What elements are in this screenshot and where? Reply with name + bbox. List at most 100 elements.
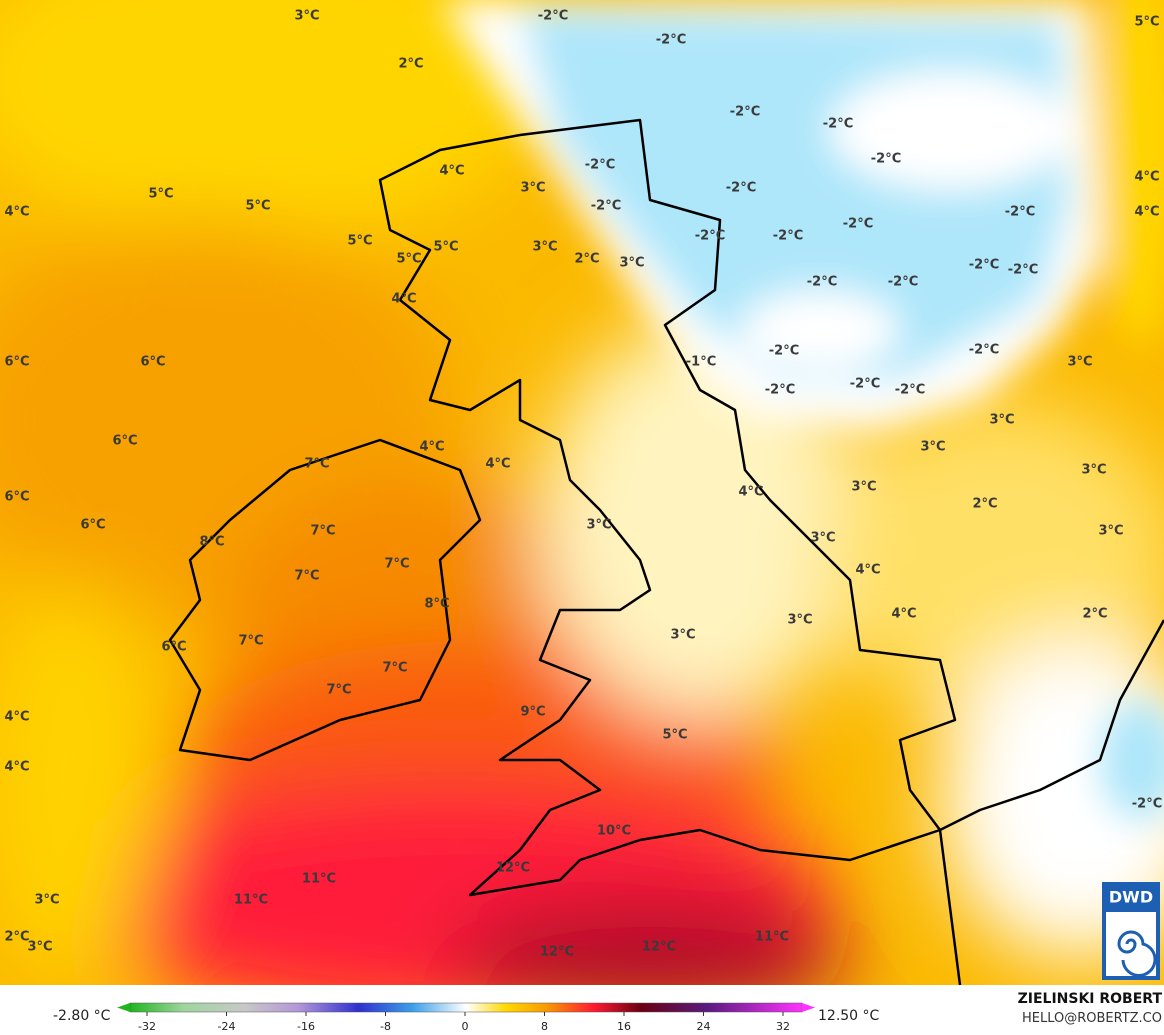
temperature-label: 6°C: [140, 355, 165, 370]
temperature-label: 5°C: [245, 199, 270, 214]
temperature-label: 3°C: [27, 940, 52, 955]
temperature-label: 3°C: [619, 256, 644, 271]
temperature-label: -2°C: [591, 199, 621, 214]
temperature-label: 9°C: [520, 705, 545, 720]
colorbar-tick-label: 16: [617, 1020, 631, 1033]
temperature-label: 4°C: [419, 440, 444, 455]
temperature-label: 11°C: [234, 893, 268, 908]
temperature-label: -2°C: [888, 275, 918, 290]
temperature-label: 6°C: [161, 640, 186, 655]
temperature-label: 7°C: [326, 683, 351, 698]
colorbar-tick-label: -8: [380, 1020, 391, 1033]
temperature-label: 5°C: [662, 728, 687, 743]
great-britain: [378, 118, 957, 897]
temperature-label: -2°C: [807, 275, 837, 290]
temperature-label: -2°C: [1132, 797, 1162, 812]
temperature-label: 8°C: [199, 535, 224, 550]
temperature-label: -2°C: [895, 383, 925, 398]
temperature-labels: 3°C2°C-2°C-2°C5°C-2°C-2°C-2°C-2°C4°C3°C -…: [4, 9, 1162, 960]
temperature-label: -2°C: [843, 217, 873, 232]
colorbar-tick-label: 24: [697, 1020, 711, 1033]
temperature-label: 2°C: [398, 57, 423, 72]
temperature-label: -2°C: [773, 229, 803, 244]
colorbar-tick-label: 32: [776, 1020, 790, 1033]
temperature-label: 3°C: [787, 613, 812, 628]
contact: HELLO@ROBERTZ.CO: [1022, 1011, 1162, 1026]
temperature-label: 4°C: [1134, 205, 1159, 220]
colorbar-tick-label: -32: [138, 1020, 156, 1033]
temperature-label: -2°C: [823, 117, 853, 132]
temperature-label: 7°C: [294, 569, 319, 584]
temperature-label: 4°C: [4, 760, 29, 775]
coastlines: [168, 118, 1164, 986]
temperature-label: -1°C: [686, 355, 716, 370]
temperature-label: 5°C: [347, 234, 372, 249]
temperature-label: 5°C: [396, 252, 421, 267]
temperature-label: 6°C: [4, 355, 29, 370]
temperature-label: 4°C: [891, 607, 916, 622]
temperature-label: -2°C: [969, 258, 999, 273]
temperature-label: 3°C: [1081, 463, 1106, 478]
temperature-label: 4°C: [1134, 170, 1159, 185]
temperature-label: -2°C: [871, 152, 901, 167]
temperature-label: 11°C: [755, 930, 789, 945]
temperature-label: 3°C: [34, 893, 59, 908]
author: ZIELINSKI ROBERT: [1018, 991, 1163, 1007]
temperature-label: 6°C: [80, 518, 105, 533]
temperature-label: 12°C: [642, 940, 676, 955]
temperature-label: 2°C: [4, 930, 29, 945]
logo-text: DWD: [1109, 888, 1153, 907]
ireland: [168, 438, 482, 762]
temperature-label: 10°C: [597, 824, 631, 839]
temperature-label: 3°C: [810, 531, 835, 546]
temperature-label: -2°C: [695, 229, 725, 244]
temperature-label: -2°C: [1005, 205, 1035, 220]
temperature-label: 8°C: [424, 597, 449, 612]
temperature-label: 3°C: [294, 9, 319, 24]
temperature-label: 11°C: [302, 872, 336, 887]
continent: [938, 619, 1164, 986]
colorbar-max: 12.50 °C: [818, 1008, 880, 1024]
temperature-label: -2°C: [969, 343, 999, 358]
colorbar-min: -2.80 °C: [53, 1008, 111, 1024]
temperature-label: 3°C: [989, 413, 1014, 428]
temperature-label: -2°C: [1008, 263, 1038, 278]
temperature-label: 2°C: [1082, 607, 1107, 622]
temperature-label: 3°C: [520, 181, 545, 196]
temperature-label: 4°C: [4, 710, 29, 725]
temperature-label: 3°C: [1098, 524, 1123, 539]
temperature-label: -2°C: [585, 158, 615, 173]
temperature-label: -2°C: [538, 9, 568, 24]
temperature-label: 5°C: [433, 240, 458, 255]
temperature-label: 7°C: [382, 661, 407, 676]
temperature-label: 3°C: [532, 240, 557, 255]
temperature-label: -2°C: [769, 344, 799, 359]
colorbar-tick-label: 8: [541, 1020, 548, 1033]
temperature-label: 5°C: [148, 187, 173, 202]
temperature-label: 4°C: [4, 205, 29, 220]
temperature-label: 12°C: [540, 945, 574, 960]
temperature-label: -2°C: [726, 181, 756, 196]
temperature-label: 3°C: [1067, 355, 1092, 370]
temperature-label: 2°C: [574, 252, 599, 267]
temperature-label: 3°C: [586, 518, 611, 533]
temperature-label: -2°C: [730, 105, 760, 120]
temperature-label: 4°C: [738, 485, 763, 500]
temperature-label: -2°C: [656, 33, 686, 48]
temperature-label: 3°C: [851, 480, 876, 495]
temperature-label: 7°C: [304, 457, 329, 472]
temperature-label: 6°C: [4, 490, 29, 505]
temperature-label: 5°C: [1134, 15, 1159, 30]
colorbar-tick-label: -24: [218, 1020, 236, 1033]
temperature-label: -2°C: [765, 383, 795, 398]
temperature-label: 4°C: [439, 164, 464, 179]
temperature-label: 6°C: [112, 434, 137, 449]
colorbar-tick-label: -16: [297, 1020, 315, 1033]
logo: DWD: [1102, 882, 1160, 980]
colorbar-tick-label: 0: [462, 1020, 469, 1033]
temperature-label: 3°C: [670, 628, 695, 643]
temperature-label: 4°C: [855, 563, 880, 578]
temperature-label: 3°C: [920, 440, 945, 455]
